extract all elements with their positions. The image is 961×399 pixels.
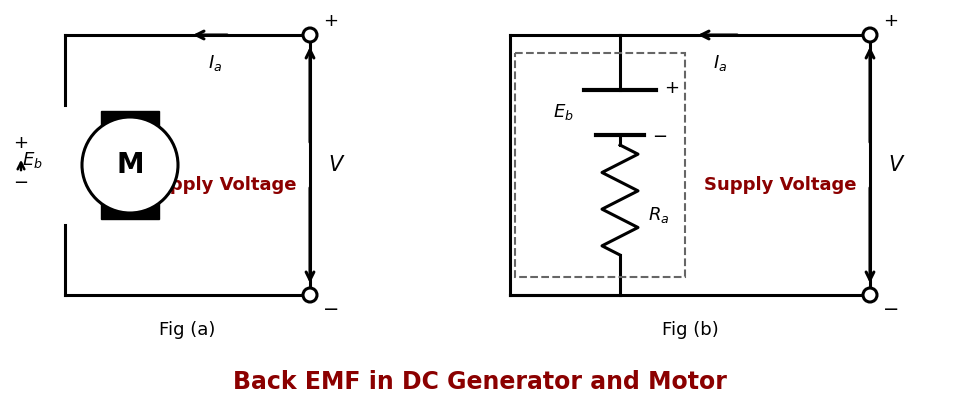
Circle shape [863,28,877,42]
Text: M: M [116,151,144,179]
Text: $R_a$: $R_a$ [648,205,670,225]
Text: +: + [883,12,898,30]
Circle shape [863,288,877,302]
Text: −: − [323,300,339,319]
Text: Back EMF in DC Generator and Motor: Back EMF in DC Generator and Motor [234,370,727,394]
Bar [101,111,159,219]
Text: Fig (b): Fig (b) [661,321,719,339]
Text: $I_a$: $I_a$ [208,53,222,73]
Text: +: + [13,134,29,152]
Text: +: + [664,79,679,97]
Text: $I_a$: $I_a$ [713,53,727,73]
Text: V: V [328,155,342,175]
Circle shape [82,117,178,213]
Text: Fig (a): Fig (a) [159,321,215,339]
Text: −: − [652,128,667,146]
Text: +: + [323,12,338,30]
Circle shape [303,288,317,302]
Text: Supply Voltage: Supply Voltage [703,176,856,194]
Text: $E_b$: $E_b$ [554,102,574,122]
Text: −: − [13,174,29,192]
Text: V: V [888,155,902,175]
Text: Supply Voltage: Supply Voltage [144,176,296,194]
Text: −: − [883,300,899,319]
Circle shape [303,28,317,42]
Bar [515,53,685,277]
Text: $E_b$: $E_b$ [22,150,43,170]
